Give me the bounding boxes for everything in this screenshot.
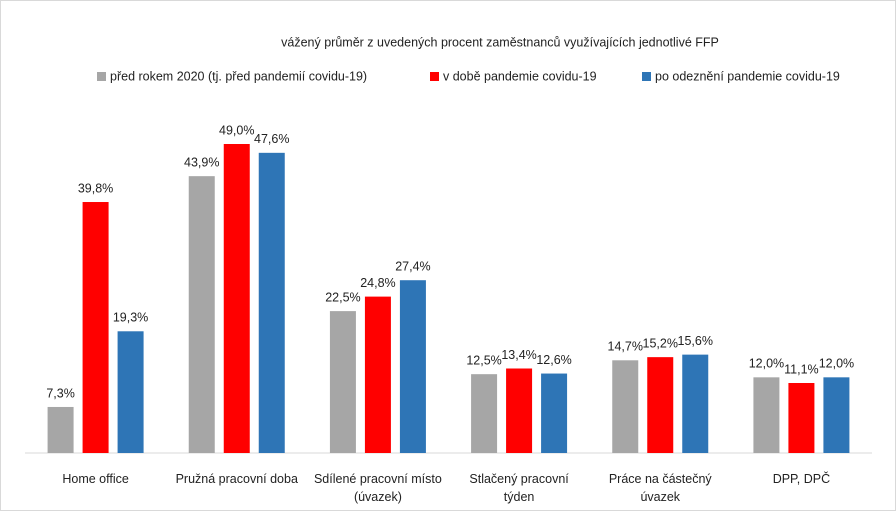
legend-label: po odeznění pandemie covidu-19 [655,69,840,83]
data-label: 12,0% [749,357,784,371]
data-label: 14,7% [608,340,643,354]
data-label: 15,2% [643,336,678,350]
bar [364,296,391,453]
x-tick-label: Práce na částečný úvazek [608,472,712,504]
legend-label: před rokem 2020 (tj. před pandemií covid… [110,69,367,83]
data-label: 39,8% [78,181,113,195]
data-label: 27,4% [395,260,430,274]
bar [117,331,144,453]
bar [823,377,850,453]
legend-swatch [642,72,651,81]
data-label: 12,6% [536,353,571,367]
bar [329,311,356,453]
data-label: 24,8% [360,276,395,290]
data-label: 13,4% [501,348,536,362]
bar [612,360,639,453]
bar [82,202,109,453]
data-label: 12,5% [466,353,501,367]
data-label: 47,6% [254,132,289,146]
data-label: 15,6% [678,334,713,348]
bar [47,406,74,453]
bar [541,373,568,453]
bar [399,280,426,453]
data-label: 19,3% [113,311,148,325]
bar [258,152,285,454]
bar [223,144,250,453]
legend-swatch [430,72,439,81]
bar [647,357,674,453]
data-label: 22,5% [325,290,360,304]
data-label: 12,0% [819,357,854,371]
bar [188,176,215,453]
data-label: 7,3% [46,386,75,400]
x-tick-label: DPP, DPČ [772,472,831,486]
x-tick-label: Home office [62,472,129,486]
x-tick-label: Sdílené pracovní místo (úvazek) [313,472,442,504]
data-label: 43,9% [184,155,219,169]
x-tick-label: Stlačený pracovní týden [469,472,569,504]
bar [682,354,709,453]
data-label: 49,0% [219,123,254,137]
data-label: 11,1% [784,362,819,376]
legend-swatch [97,72,106,81]
legend-label: v době pandemie covidu-19 [443,69,597,83]
bar [471,374,498,453]
bar [506,368,533,453]
x-tick-label: Pružná pracovní doba [175,472,298,486]
bar [788,383,815,453]
chart-title: vážený průměr z uvedených procent zaměst… [281,35,719,49]
bar [753,377,780,453]
